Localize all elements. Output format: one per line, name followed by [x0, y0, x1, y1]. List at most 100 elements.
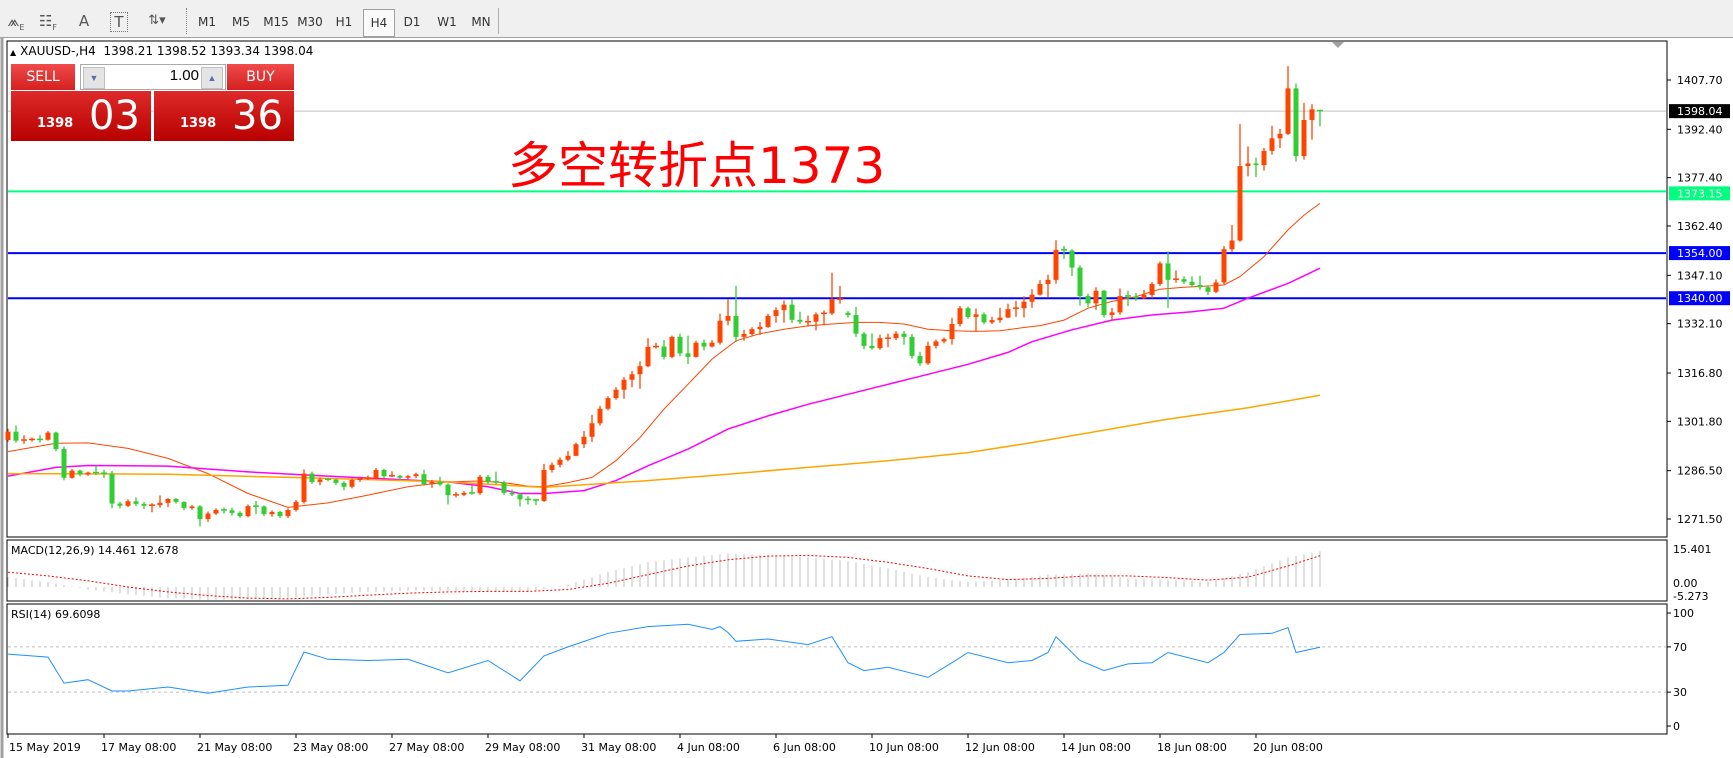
candle-body — [309, 473, 315, 482]
candle-body — [757, 326, 763, 330]
collapse-triangle-icon[interactable]: ▲ — [10, 48, 17, 57]
candle — [1021, 296, 1027, 318]
candle — [117, 501, 123, 509]
candle-body — [1229, 240, 1235, 250]
candle-body — [557, 459, 563, 465]
buy-button[interactable]: BUY — [227, 64, 294, 90]
candle — [717, 313, 723, 345]
candle-body — [373, 470, 379, 479]
candle — [133, 497, 139, 507]
candle — [1013, 300, 1019, 317]
macd-pane[interactable] — [6, 539, 1668, 602]
candle-body — [117, 503, 123, 506]
candle — [1309, 104, 1315, 140]
timeframe-m15[interactable]: M15 — [263, 15, 289, 29]
candle-body — [949, 323, 955, 340]
candle-body — [405, 476, 411, 478]
time-axis-label: 31 May 08:00 — [581, 741, 656, 754]
candle — [189, 505, 195, 510]
candle-body — [693, 342, 699, 357]
candle-body — [477, 476, 483, 494]
price-axis-label: 1362.40 — [1677, 220, 1723, 233]
lot-increase-button[interactable]: ▲ — [201, 67, 223, 89]
candle — [429, 479, 435, 488]
candle-body — [589, 423, 595, 437]
candle — [29, 437, 35, 442]
lot-decrease-button[interactable]: ▼ — [83, 67, 105, 89]
fibonacci-grid-icon[interactable]: ☷F — [36, 10, 60, 32]
candle — [1317, 109, 1323, 127]
candle-body — [397, 475, 403, 478]
rsi-axis-label: 0 — [1673, 720, 1680, 733]
timeframe-m1[interactable]: M1 — [198, 15, 216, 29]
timeframe-h4[interactable]: H4 — [363, 9, 395, 37]
candle — [1125, 290, 1131, 306]
candle-body — [85, 472, 91, 475]
timeframe-m5[interactable]: M5 — [232, 15, 250, 29]
candle — [757, 322, 763, 335]
lot-size-stepper[interactable]: ▼ 1.00 ▲ — [80, 64, 226, 90]
candle — [1029, 289, 1035, 308]
candle — [365, 475, 371, 480]
candle-body — [45, 432, 51, 440]
candle — [789, 299, 795, 324]
candle — [437, 476, 443, 487]
candle-body — [549, 464, 555, 471]
candle-body — [941, 339, 947, 342]
rsi-axis-label: 100 — [1673, 607, 1694, 620]
candle-body — [445, 484, 451, 496]
timeframe-w1[interactable]: W1 — [437, 15, 457, 29]
timeframe-h1[interactable]: H1 — [335, 15, 353, 29]
candle-body — [1189, 281, 1195, 285]
candle-body — [893, 333, 899, 339]
candle — [741, 329, 747, 341]
candle — [733, 285, 739, 343]
candle-body — [317, 479, 323, 482]
price-axis-label: 1271.50 — [1677, 513, 1723, 526]
candle-body — [541, 470, 547, 501]
candle-body — [205, 513, 211, 519]
candle — [781, 300, 787, 323]
candle — [813, 312, 819, 331]
timeframe-d1[interactable]: D1 — [403, 15, 421, 29]
candle — [1061, 245, 1067, 259]
timeframe-m30[interactable]: M30 — [297, 15, 323, 29]
candle-body — [749, 329, 755, 334]
candle — [925, 341, 931, 365]
text-label-icon[interactable]: T — [110, 12, 128, 32]
price-axis-label: 1301.80 — [1677, 415, 1723, 428]
chart-header: ▲ XAUUSD-,H4 1398.21 1398.52 1393.34 1398… — [10, 44, 313, 58]
moving-average-slow — [7, 394, 1321, 489]
timeframe-mn[interactable]: MN — [471, 15, 491, 29]
price-axis-label: 1377.40 — [1677, 172, 1723, 185]
candle-body — [981, 314, 987, 323]
candle — [565, 450, 571, 462]
candle-body — [413, 474, 419, 477]
candle — [173, 498, 179, 504]
lot-size-input[interactable]: 1.00 — [169, 67, 199, 84]
buy-price-button[interactable]: 1398 36 — [154, 91, 294, 141]
candle-body — [1157, 263, 1163, 285]
chart-shift-marker-icon[interactable] — [1332, 42, 1344, 48]
time-axis-label: 15 May 2019 — [9, 741, 81, 754]
candle — [413, 472, 419, 479]
text-icon[interactable]: A — [78, 12, 90, 30]
candle — [597, 405, 603, 426]
level-price-label: 1354.00 — [1677, 247, 1723, 260]
rsi-pane[interactable] — [6, 603, 1668, 735]
elliott-wave-icon[interactable]: ⩕E — [4, 10, 28, 32]
level-price-label: 1340.00 — [1677, 292, 1723, 305]
sell-price-small: 1398 — [37, 116, 74, 131]
candle-body — [1077, 267, 1083, 296]
arrows-dropdown-icon[interactable]: ⇅▾ — [148, 13, 166, 28]
candle-body — [1021, 301, 1027, 309]
candle — [477, 474, 483, 495]
sell-button[interactable]: SELL — [11, 64, 75, 90]
candle-body — [1205, 287, 1211, 292]
candle-body — [797, 319, 803, 322]
price-axis-label: 1347.10 — [1677, 269, 1723, 282]
sell-price-button[interactable]: 1398 03 — [11, 91, 151, 141]
chart-annotation-text[interactable]: 多空转折点1373 — [508, 137, 886, 195]
sell-price-big: 03 — [89, 93, 140, 139]
